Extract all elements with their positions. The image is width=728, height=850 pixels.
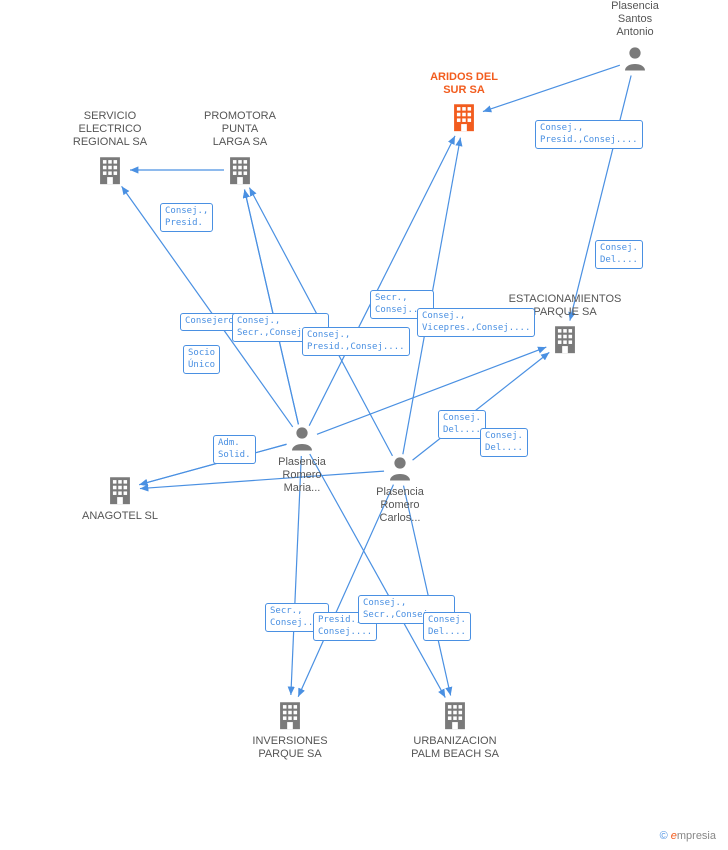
building-icon: [447, 100, 481, 134]
node-aridos[interactable]: ARIDOS DELSUR SA: [409, 71, 519, 134]
edge-label: Consej.Del....: [438, 410, 486, 439]
building-icon: [273, 698, 307, 732]
edge-line: [244, 189, 298, 424]
diagram-canvas: PlasenciaSantosAntonio ARIDOS DELSUR SA …: [0, 0, 728, 850]
node-label: URBANIZACIONPALM BEACH SA: [411, 735, 499, 761]
node-urbanizacion[interactable]: URBANIZACIONPALM BEACH SA: [400, 698, 510, 761]
node-plasencia_santos[interactable]: PlasenciaSantosAntonio: [580, 0, 690, 73]
person-icon: [385, 453, 415, 483]
building-icon: [223, 153, 257, 187]
node-label: SERVICIOELECTRICOREGIONAL SA: [73, 110, 147, 150]
building-icon: [548, 322, 582, 356]
person-icon: [287, 423, 317, 453]
edge-label: Consej.,Vicepres.,Consej....: [417, 308, 535, 337]
building-icon: [93, 153, 127, 187]
edge-label: Consejero: [180, 313, 239, 331]
node-inversiones[interactable]: INVERSIONESPARQUE SA: [235, 698, 345, 761]
node-plasencia_carlos[interactable]: PlasenciaRomeroCarlos...: [345, 453, 455, 526]
node-label: PlasenciaSantosAntonio: [611, 0, 659, 40]
edge-label: SocioÚnico: [183, 345, 220, 374]
node-label: INVERSIONESPARQUE SA: [252, 735, 327, 761]
edge-line: [570, 76, 631, 321]
node-label: PlasenciaRomeroMaria...: [278, 456, 326, 496]
node-plasencia_maria[interactable]: PlasenciaRomeroMaria...: [247, 423, 357, 496]
node-anagotel[interactable]: ANAGOTEL SL: [65, 473, 175, 523]
building-icon: [438, 698, 472, 732]
edge-label: Consej.,Presid.: [160, 203, 213, 232]
edge-label: Consej.Del....: [480, 428, 528, 457]
edge-label: Consej.,Presid.,Consej....: [302, 327, 410, 356]
building-icon: [103, 473, 137, 507]
edge-label: Adm.Solid.: [213, 435, 256, 464]
edge-line: [317, 347, 546, 434]
node-servicio_electrico[interactable]: SERVICIOELECTRICOREGIONAL SA: [55, 110, 165, 187]
edge-label: Consej.,Presid.,Consej....: [535, 120, 643, 149]
node-promotora[interactable]: PROMOTORAPUNTALARGA SA: [185, 110, 295, 187]
node-label: PlasenciaRomeroCarlos...: [376, 486, 424, 526]
node-label: ARIDOS DELSUR SA: [430, 71, 498, 97]
edge-label: Consej.Del....: [595, 240, 643, 269]
person-icon: [620, 43, 650, 73]
node-label: ANAGOTEL SL: [82, 510, 158, 523]
edge-label: Consej.Del....: [423, 612, 471, 641]
node-label: PROMOTORAPUNTALARGA SA: [204, 110, 276, 150]
edge-line: [309, 136, 455, 426]
